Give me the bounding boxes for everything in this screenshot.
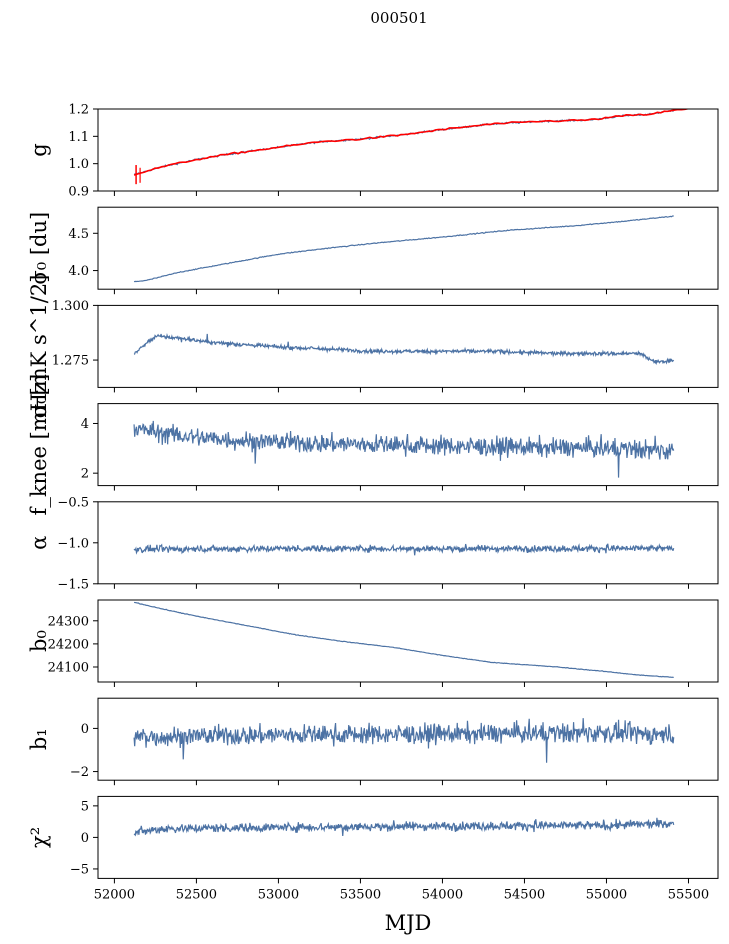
y-axis-label-b1: b₁: [27, 728, 51, 750]
axes-frame-fknee: [97, 403, 719, 487]
y-tick-label-sigma0-du-0: 4.0: [68, 264, 89, 279]
y-axis-label-fknee: f_knee [mHz]: [27, 374, 51, 516]
y-tick-label-chi2-2: 5: [81, 799, 89, 814]
y-tick-label-sigma0-mk-0: 1.275: [52, 354, 89, 369]
series-line-g-0: [133, 109, 674, 175]
y-tick-label-g-1: 1.0: [68, 157, 89, 172]
axes-frame-chi2: [97, 795, 719, 879]
y-tick-label-b1-0: −2: [70, 765, 89, 780]
panel-b1: −2 0 b₁: [27, 697, 719, 786]
y-tick-label-g-3: 1.2: [68, 103, 89, 118]
series-line-sigma0-du-0: [133, 215, 674, 283]
y-axis-label-alpha: α: [27, 536, 51, 550]
axes-frame-b0: [97, 599, 719, 683]
series-line-b0-0: [133, 601, 674, 679]
series-line-fknee-0: [133, 420, 675, 478]
x-tick-label-2: 53000: [258, 887, 299, 902]
series-line-sigma0-mk-0: [133, 332, 675, 366]
x-tick-label-6: 55000: [586, 887, 627, 902]
y-axis-label-sigma0-du: σ₀ [du]: [27, 212, 51, 285]
series-line-alpha-0: [133, 543, 675, 556]
axes-frame-b1: [97, 697, 719, 781]
panel-sigma0-du: 4.0 4.5 σ₀ [du]: [27, 206, 719, 295]
axes-frame-alpha: [97, 501, 719, 585]
panel-fknee: 2 4 f_knee [mHz]: [27, 374, 719, 516]
y-axis-label-sigma0-mk: σ₀[mK s^1/2]: [27, 275, 51, 419]
y-tick-label-sigma0-mk-1: 1.300: [52, 299, 89, 314]
y-tick-label-g-2: 1.1: [68, 130, 89, 145]
y-tick-label-b0-0: 24100: [48, 660, 89, 675]
y-tick-label-fknee-0: 2: [81, 467, 89, 482]
panel-g: 0.9 1.0 1.1 1.2 g: [27, 103, 719, 200]
x-tick-label-1: 52500: [176, 887, 217, 902]
x-tick-label-5: 54500: [504, 887, 545, 902]
y-tick-label-g-0: 0.9: [68, 185, 89, 200]
series-line-b1-0: [133, 718, 675, 763]
panel-alpha: −1.5 −1.0 −0.5 α: [27, 495, 719, 592]
x-tick-label-0: 52000: [94, 887, 135, 902]
y-axis-label-g: g: [27, 143, 51, 156]
y-tick-label-chi2-1: 0: [81, 831, 89, 846]
y-tick-label-alpha-2: −0.5: [57, 495, 89, 510]
y-tick-label-alpha-0: −1.5: [57, 577, 89, 592]
series-line-chi2-0: [133, 817, 675, 837]
panel-chi2: −5 0 5 52000 52500 53000 53500 54000 54500 55000 5…: [27, 795, 719, 902]
axes-frame-sigma0-du: [97, 206, 719, 290]
y-tick-label-alpha-1: −1.0: [57, 536, 89, 551]
series-line-g-1: [133, 109, 689, 176]
x-tick-label-7: 55500: [668, 887, 709, 902]
y-tick-label-b0-2: 24300: [48, 614, 89, 629]
y-tick-label-sigma0-du-1: 4.5: [68, 227, 89, 242]
y-tick-label-fknee-1: 4: [81, 417, 89, 432]
x-axis-label: MJD: [385, 911, 432, 935]
y-tick-label-b0-1: 24200: [48, 637, 89, 652]
axes-frame-g: [97, 108, 719, 192]
axes-frame-sigma0-mk: [97, 304, 719, 388]
y-axis-label-b0: b₀: [27, 630, 51, 652]
figure-title: 000501: [370, 9, 427, 27]
y-axis-label-chi2: χ²: [27, 827, 51, 848]
y-tick-label-b1-1: 0: [81, 722, 89, 737]
x-tick-label-4: 54000: [422, 887, 463, 902]
x-tick-label-3: 53500: [340, 887, 381, 902]
panels: 0.9 1.0 1.1 1.2 g 4.0 4.5 σ₀ [du] 1.275 1.300σ₀[m…: [27, 103, 719, 902]
y-tick-label-chi2-0: −5: [70, 862, 89, 877]
